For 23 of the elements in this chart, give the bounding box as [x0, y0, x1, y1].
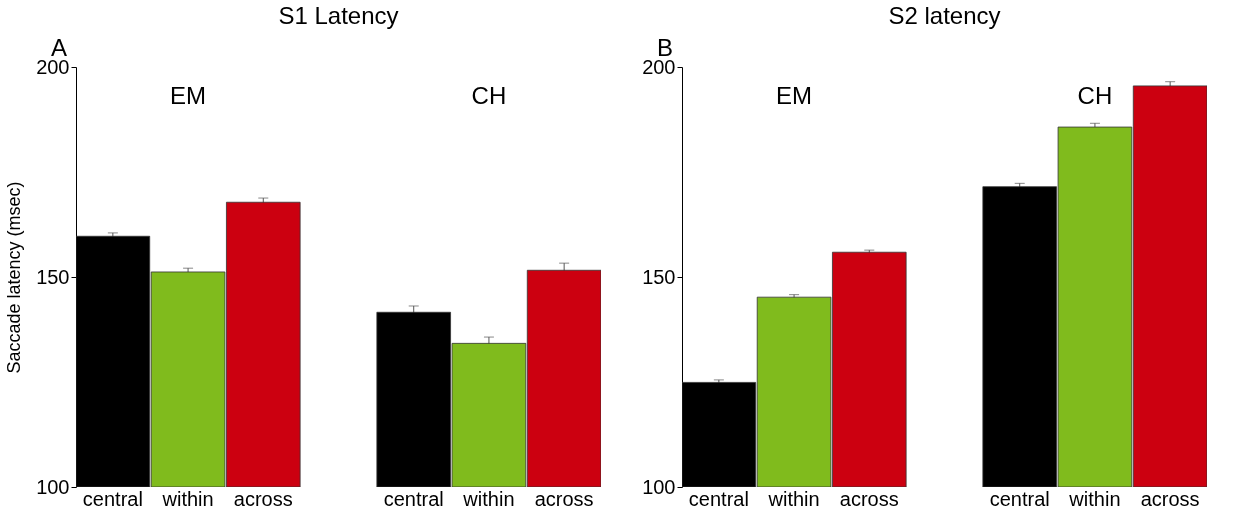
x-tick-label: across: [839, 487, 899, 510]
annotation: EM: [170, 82, 207, 109]
y-tick-label: 100: [642, 475, 676, 498]
x-tick-label: within: [161, 487, 214, 510]
x-tick-label: central: [82, 487, 143, 510]
x-tick-label: across: [1140, 487, 1200, 510]
annotation: CH: [471, 82, 507, 109]
y-tick-label: 150: [36, 265, 70, 288]
x-tick-label: central: [989, 487, 1050, 510]
x-tick-label: within: [1068, 487, 1121, 510]
x-tick-label: central: [688, 487, 749, 510]
y-tick-label: 150: [642, 265, 676, 288]
chart-title: S1 Latency: [278, 2, 399, 29]
chart-title: S2 latency: [888, 2, 1001, 29]
x-tick-label: within: [767, 487, 820, 510]
y-tick-label: 100: [36, 475, 70, 498]
x-tick-label: within: [462, 487, 515, 510]
x-tick-label: across: [534, 487, 594, 510]
x-tick-label: across: [233, 487, 293, 510]
annotation: EM: [776, 82, 813, 109]
x-tick-label: central: [383, 487, 444, 510]
annotation: CH: [1077, 82, 1113, 109]
y-axis-title: Saccade latency (msec): [4, 181, 25, 374]
